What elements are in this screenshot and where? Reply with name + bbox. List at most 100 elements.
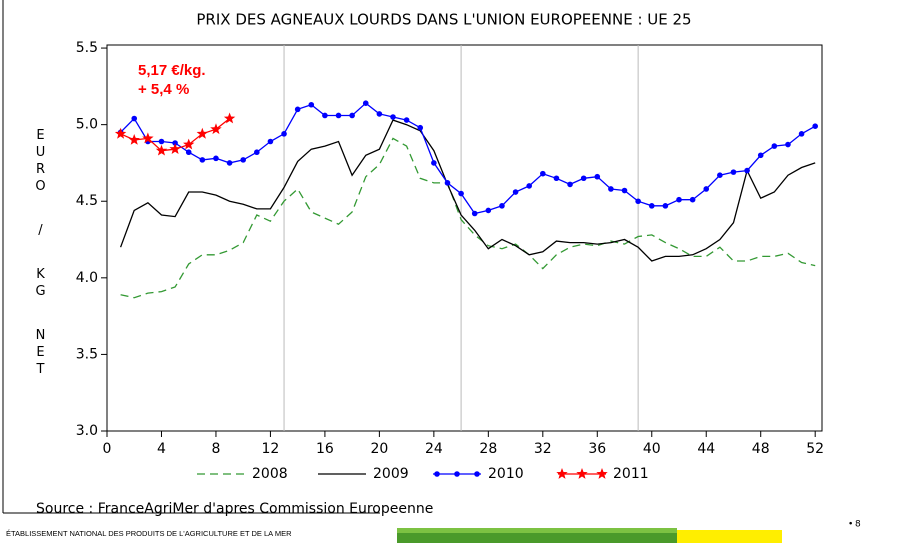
point xyxy=(608,186,614,192)
point xyxy=(114,127,127,139)
point xyxy=(403,117,410,123)
legend-marker xyxy=(454,471,460,477)
point xyxy=(621,187,628,194)
point xyxy=(362,100,369,107)
y-tick-label: 5.5 xyxy=(76,40,98,56)
x-tick-label: 44 xyxy=(697,441,715,457)
annotation: + 5,4 % xyxy=(138,81,189,98)
annotation: 5,17 €/kg. xyxy=(138,62,206,79)
point xyxy=(226,160,233,166)
point xyxy=(335,112,342,119)
page-number: 8 xyxy=(855,520,861,530)
footer: ÉTABLISSEMENT NATIONAL DES PRODUITS DE L… xyxy=(6,529,292,538)
legend-label: 2008 xyxy=(252,466,288,482)
point xyxy=(183,138,195,150)
point xyxy=(580,175,587,182)
point xyxy=(553,175,560,182)
x-tick-label: 52 xyxy=(806,441,824,457)
x-tick-label: 36 xyxy=(588,441,606,457)
point xyxy=(281,131,287,137)
point xyxy=(485,207,492,214)
point xyxy=(223,112,236,124)
point xyxy=(417,124,424,131)
point xyxy=(499,203,505,209)
point xyxy=(594,173,601,180)
point xyxy=(798,131,805,137)
series-line xyxy=(120,102,816,215)
point xyxy=(128,134,140,145)
legend-marker xyxy=(474,471,480,477)
legend-marker xyxy=(556,468,568,479)
y-tick-label: 4.5 xyxy=(76,193,98,209)
legend-marker xyxy=(596,468,608,479)
point xyxy=(349,112,355,119)
point xyxy=(196,127,208,139)
point xyxy=(676,196,682,203)
x-tick-label: 4 xyxy=(157,441,166,457)
point xyxy=(567,181,573,188)
point xyxy=(540,170,546,177)
point xyxy=(267,138,274,145)
point xyxy=(458,190,464,197)
x-tick-label: 8 xyxy=(211,441,220,457)
point xyxy=(785,141,791,148)
bullet: • xyxy=(848,520,853,530)
point xyxy=(512,189,519,195)
point xyxy=(635,198,641,205)
x-tick-label: 0 xyxy=(103,441,112,457)
footer-bar xyxy=(677,530,782,543)
point xyxy=(158,138,165,145)
y-tick-label: 4.0 xyxy=(76,270,98,286)
point xyxy=(757,152,764,159)
x-tick-label: 20 xyxy=(370,441,388,457)
point xyxy=(185,149,192,156)
x-tick-label: 12 xyxy=(262,441,280,457)
point xyxy=(155,144,168,156)
point xyxy=(812,123,818,129)
point xyxy=(730,169,737,175)
point xyxy=(322,112,328,119)
x-tick-label: 48 xyxy=(752,441,770,457)
point xyxy=(390,114,396,120)
point xyxy=(172,140,178,146)
point xyxy=(308,101,315,108)
footer-bar xyxy=(397,528,677,533)
point xyxy=(471,210,478,217)
legend-label: 2011 xyxy=(613,466,649,482)
point xyxy=(648,203,655,209)
point xyxy=(131,115,138,122)
legend-marker xyxy=(576,468,588,479)
point xyxy=(689,196,696,203)
chart-title: PRIX DES AGNEAUX LOURDS DANS L'UNION EUR… xyxy=(196,11,691,29)
point xyxy=(431,160,437,166)
point xyxy=(240,157,246,163)
plot-frame xyxy=(106,44,823,432)
point xyxy=(717,172,723,178)
legend-label: 2009 xyxy=(373,466,409,482)
point xyxy=(444,180,451,186)
point xyxy=(210,123,222,135)
point xyxy=(213,155,219,162)
x-tick-label: 28 xyxy=(479,441,497,457)
x-tick-label: 24 xyxy=(425,441,443,457)
x-tick-label: 16 xyxy=(316,441,334,457)
point xyxy=(142,132,154,144)
point xyxy=(199,157,206,163)
y-tick-label: 5.0 xyxy=(76,117,98,133)
point xyxy=(744,167,750,174)
series-line xyxy=(119,119,816,262)
point xyxy=(254,149,260,156)
x-tick-label: 32 xyxy=(534,441,552,457)
legend-label: 2010 xyxy=(488,466,524,482)
x-tick-label: 40 xyxy=(643,441,661,457)
y-tick-label: 3.5 xyxy=(76,346,98,362)
point xyxy=(526,183,532,189)
y-axis-label: EURO / KG NET xyxy=(33,128,48,379)
y-tick-label: 3.0 xyxy=(76,423,98,439)
point xyxy=(703,186,710,192)
legend-marker xyxy=(434,471,440,477)
point xyxy=(376,111,383,117)
source: Source : FranceAgriMer d'apres Commissio… xyxy=(36,501,433,517)
